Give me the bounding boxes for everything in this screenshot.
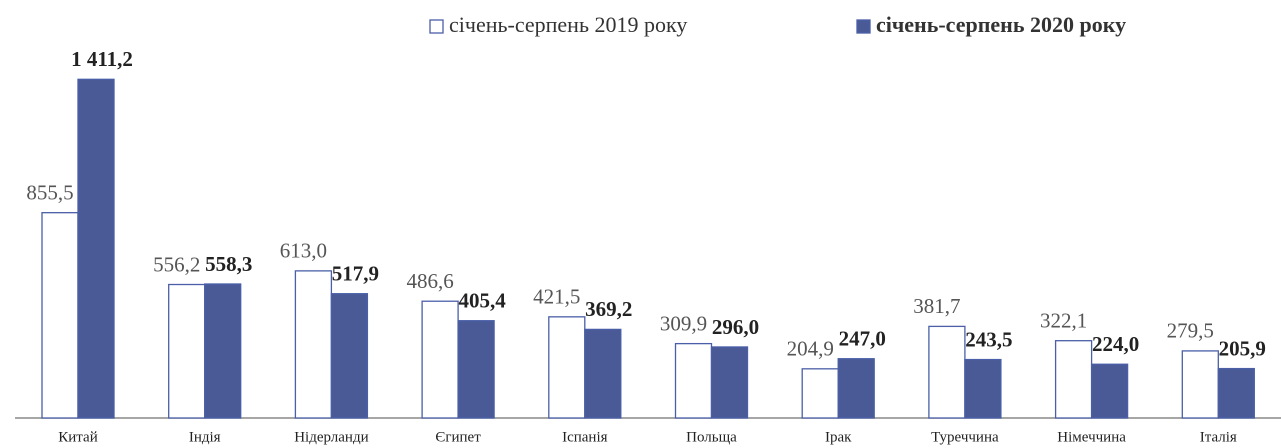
bar (294, 270, 333, 419)
bar (837, 358, 875, 419)
legend-swatch (856, 19, 871, 34)
x-tick-label: Іспанія (562, 429, 608, 445)
data-label: 322,1 (1040, 309, 1087, 333)
bar (41, 212, 79, 419)
x-tick-label: Індія (189, 429, 221, 445)
data-label: 243,5 (965, 327, 1012, 351)
legend-label: січень-серпень 2019 року (449, 12, 687, 37)
x-tick-label: Нідерланди (294, 429, 368, 445)
data-label: 558,3 (205, 252, 252, 276)
bar (421, 300, 459, 419)
data-label: 204,9 (787, 337, 834, 361)
data-label: 421,5 (533, 285, 580, 309)
legend-swatch (429, 19, 444, 34)
bar (168, 283, 206, 419)
bar (330, 293, 369, 419)
bar (1217, 367, 1255, 419)
bar (1054, 340, 1093, 419)
bar (674, 342, 713, 419)
x-tick-label: Туреччина (931, 429, 999, 445)
x-tick-label: Ірак (825, 429, 852, 445)
bar (548, 316, 586, 419)
data-label: 517,9 (332, 262, 379, 286)
bar (457, 320, 495, 419)
x-tick-label: Єгипет (435, 429, 481, 445)
data-label: 296,0 (712, 315, 759, 339)
data-label: 855,5 (26, 180, 73, 204)
x-tick-label: Польща (686, 429, 737, 445)
bar (928, 325, 966, 419)
data-label: 224,0 (1092, 332, 1139, 356)
data-label: 613,0 (280, 239, 327, 263)
data-label: 556,2 (153, 252, 200, 276)
data-label: 486,6 (406, 269, 453, 293)
data-label: 405,4 (458, 289, 506, 313)
bar (1181, 350, 1219, 419)
data-label: 369,2 (585, 297, 632, 321)
bar (710, 346, 749, 419)
data-label: 247,0 (839, 327, 886, 351)
data-label: 309,9 (660, 311, 707, 335)
bar (204, 283, 242, 419)
data-label: 279,5 (1167, 319, 1214, 343)
x-tick-label: Китай (58, 429, 97, 445)
legend-label: січень-серпень 2020 року (876, 12, 1126, 37)
bar (964, 358, 1002, 419)
x-tick-label: Німеччина (1057, 429, 1126, 445)
data-label: 381,7 (913, 294, 960, 318)
bar (1090, 363, 1129, 419)
bar (77, 78, 115, 419)
data-label: 1 411,2 (71, 47, 133, 71)
data-label: 205,9 (1219, 336, 1266, 360)
bar (584, 328, 622, 419)
x-tick-label: Італія (1200, 429, 1237, 445)
bar (801, 368, 839, 419)
